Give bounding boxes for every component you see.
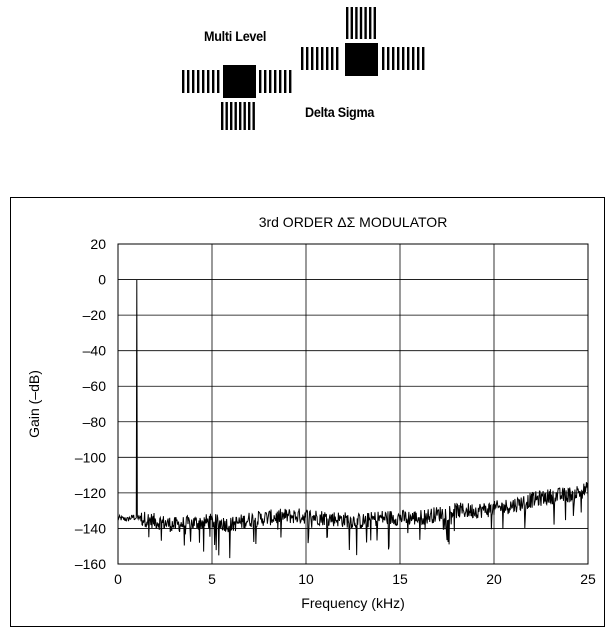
logo-bar xyxy=(243,102,246,130)
logo-bar xyxy=(316,47,319,70)
logo-bar xyxy=(217,70,220,93)
logo-bar xyxy=(359,7,363,39)
logo-bar xyxy=(234,102,237,130)
y-tick-label: –140 xyxy=(75,520,106,536)
y-tick-label: –120 xyxy=(75,485,106,501)
x-axis-label: Frequency (kHz) xyxy=(301,595,404,611)
logo-bar xyxy=(392,47,395,70)
multi-level-delta-sigma-logo xyxy=(182,7,425,130)
x-tick-label: 25 xyxy=(580,571,596,587)
logo-bar xyxy=(202,70,205,93)
logo-bar xyxy=(382,47,385,70)
logo-bar xyxy=(412,47,415,70)
y-tick-labels: 20 0 –20 –40 –60 –80 –100 –120 –140 –160 xyxy=(75,236,106,572)
logo-bar xyxy=(417,47,420,70)
logo-bar xyxy=(407,47,410,70)
logo-bar xyxy=(212,70,215,93)
logo-bar xyxy=(252,102,255,130)
logo-bar xyxy=(387,47,390,70)
logo-bar xyxy=(336,47,339,70)
logo-bar xyxy=(274,70,277,93)
y-axis-label: Gain (–dB) xyxy=(26,370,42,438)
logo-text-delta-sigma: Delta Sigma xyxy=(305,104,375,120)
logo-bar xyxy=(346,7,349,39)
logo-bar xyxy=(221,102,224,130)
series-line xyxy=(117,279,589,559)
logo-bar xyxy=(187,70,190,93)
logo-bar xyxy=(301,47,304,70)
logo-bar xyxy=(279,70,282,93)
logo-bar xyxy=(225,102,228,130)
chart-title: 3rd ORDER ΔΣ MODULATOR xyxy=(259,214,448,230)
y-tick-label: –160 xyxy=(75,556,106,572)
y-tick-label: 0 xyxy=(98,272,106,288)
logo-bar xyxy=(397,47,400,70)
y-tick-label: 20 xyxy=(90,236,106,252)
logo-bar xyxy=(331,47,334,70)
logo-bar xyxy=(355,7,358,39)
x-tick-label: 20 xyxy=(486,571,502,587)
logo-bar xyxy=(192,70,195,93)
logo-bar xyxy=(259,70,262,93)
y-tick-label: –20 xyxy=(83,307,107,323)
x-tick-label: 5 xyxy=(208,571,216,587)
logo-bar xyxy=(373,7,376,39)
logo-bar xyxy=(182,70,185,93)
x-tick-label: 15 xyxy=(392,571,408,587)
y-tick-label: –40 xyxy=(83,343,107,359)
logo-bar xyxy=(284,70,287,93)
logo-bar xyxy=(239,102,242,130)
logo-text-multi-level: Multi Level xyxy=(204,28,267,44)
logo-bar xyxy=(207,70,210,93)
y-tick-label: –80 xyxy=(83,414,107,430)
logo-bar xyxy=(248,102,251,130)
logo-block-left xyxy=(223,65,256,98)
logo-bar xyxy=(230,102,233,130)
logo-bar xyxy=(306,47,309,70)
x-tick-label: 10 xyxy=(298,571,314,587)
logo-bar xyxy=(321,47,324,70)
plot-area xyxy=(117,243,589,565)
logo-bar xyxy=(197,70,200,93)
logo-bar xyxy=(311,47,314,70)
logo-bar xyxy=(350,7,353,39)
x-tick-label: 0 xyxy=(114,571,122,587)
chart-frame: 20 0 –20 –40 –60 –80 –100 –120 –140 –160 0 5 10 15 20… xyxy=(10,197,605,627)
logo-bar xyxy=(269,70,272,93)
logo-bar xyxy=(369,7,372,39)
x-tick-labels: 0 5 10 15 20 25 xyxy=(114,571,596,587)
logo-bar xyxy=(289,70,292,93)
grid xyxy=(117,243,589,565)
logo-block-right xyxy=(345,43,378,76)
logo-bar xyxy=(264,70,267,93)
logo-bar xyxy=(402,47,405,70)
logo-bar xyxy=(326,47,329,70)
logo-bar xyxy=(364,7,367,39)
logo-bar xyxy=(422,47,425,70)
y-tick-label: –100 xyxy=(75,449,106,465)
gain-spectrum-chart: 20 0 –20 –40 –60 –80 –100 –120 –140 –160 0 5 10 15 20… xyxy=(26,214,596,611)
y-tick-label: –60 xyxy=(83,378,107,394)
